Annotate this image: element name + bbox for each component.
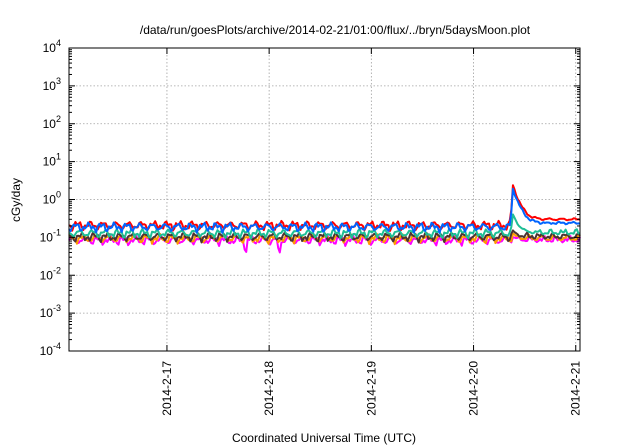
series-line [68,234,581,254]
x-tick-label: 2014-2-21 [569,361,583,416]
x-tick-label: 2014-2-19 [364,361,378,416]
y-tick-label: 10-3 [40,303,61,320]
x-tick-label: 2014-2-18 [262,361,276,416]
x-tick-label: 2014-2-17 [160,361,174,416]
y-tick-label: 10-2 [40,265,61,282]
y-axis-label: cGy/day [9,178,23,222]
y-tick-label: 101 [43,152,61,169]
chart-title: /data/run/goesPlots/archive/2014-02-21/0… [140,23,531,37]
y-tick-label: 103 [43,76,61,93]
grid [69,48,580,351]
y-tick-label: 104 [43,38,61,55]
series-line [68,213,581,240]
series-line [68,232,581,246]
x-tick-label: 2014-2-20 [467,361,481,416]
series-line [68,184,581,233]
y-tick-label: 102 [43,114,61,131]
y-tick-label: 10-4 [40,341,61,358]
plot-series [68,184,581,254]
y-tick-label: 10-1 [40,227,61,244]
y-tick-label: 100 [43,190,61,207]
series-line [68,187,581,234]
x-axis-label: Coordinated Universal Time (UTC) [232,431,416,445]
